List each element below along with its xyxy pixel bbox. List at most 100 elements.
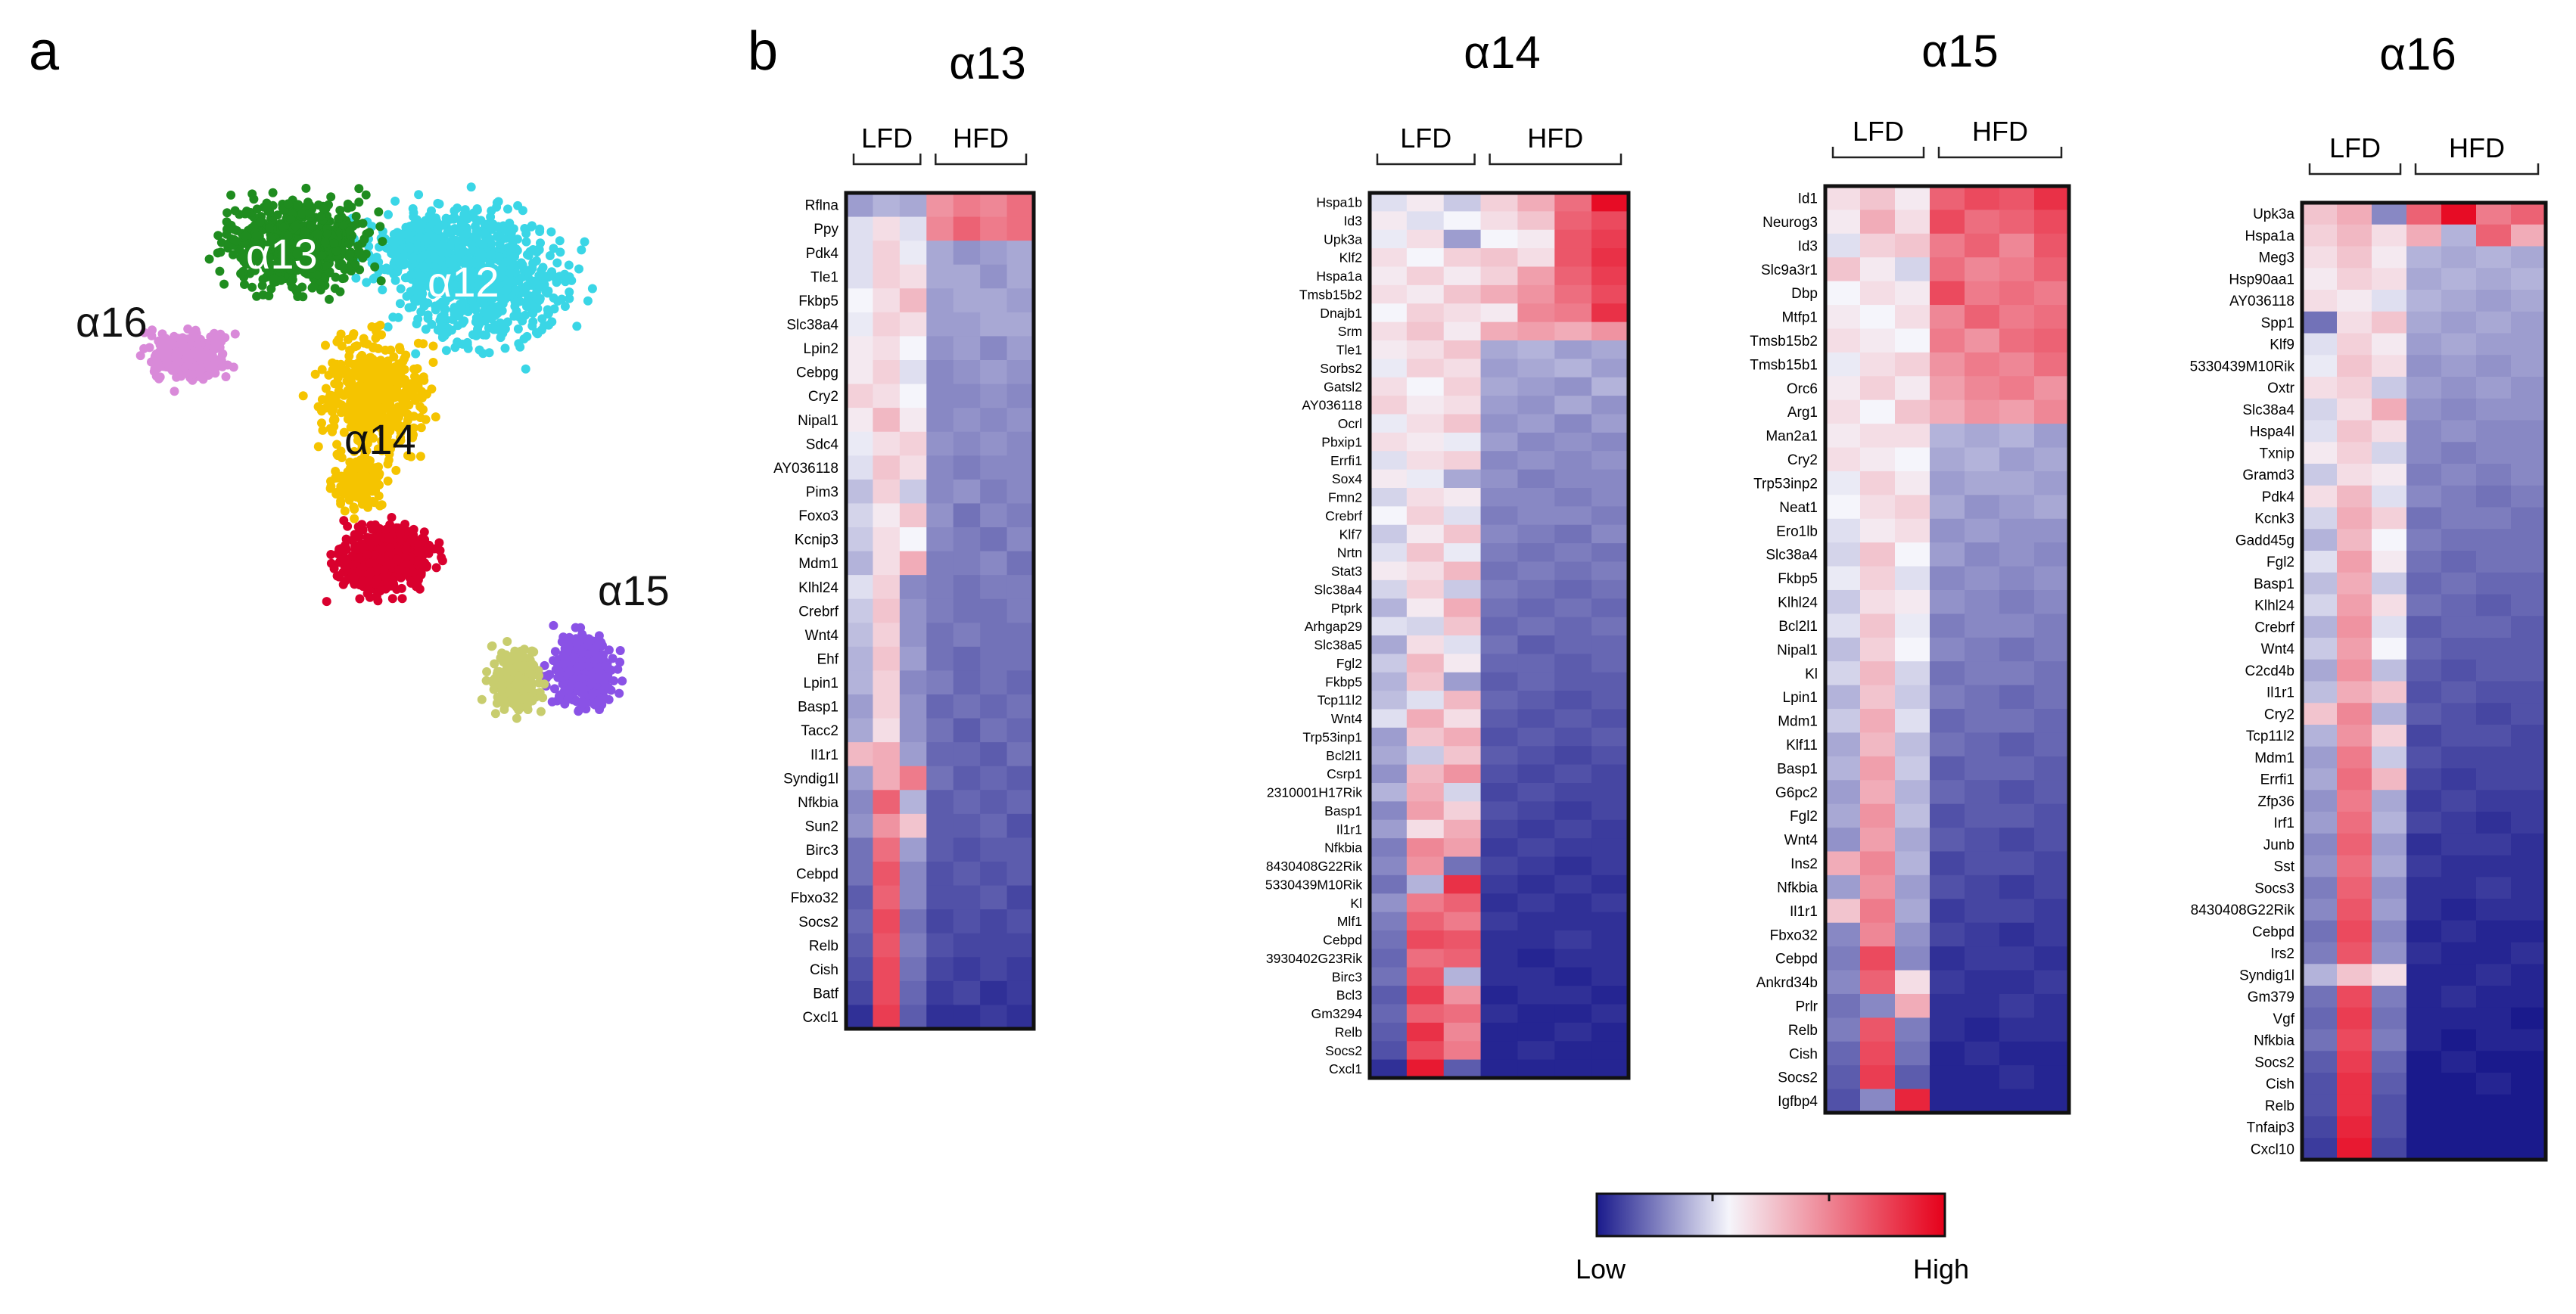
heatmap-cell xyxy=(1591,598,1629,618)
heatmap-cell xyxy=(1406,506,1445,526)
heatmap-cell xyxy=(2441,507,2477,530)
heatmap-cell xyxy=(2302,725,2338,747)
gene-label: Gadd45g xyxy=(2235,533,2294,548)
heatmap-cell xyxy=(1370,543,1408,563)
heatmap-cell xyxy=(1860,899,1896,924)
heatmap-cell xyxy=(846,336,874,361)
heatmap-cell xyxy=(2406,877,2442,899)
umap-point xyxy=(528,259,538,268)
heatmap-cell xyxy=(2476,311,2512,334)
umap-point xyxy=(545,251,555,260)
heatmap-cell xyxy=(1999,780,2035,805)
umap-point xyxy=(322,597,331,607)
heatmap-cell xyxy=(1370,856,1408,876)
heatmap-cell xyxy=(1591,801,1629,821)
heatmap-cell xyxy=(1591,783,1629,802)
umap-point xyxy=(370,520,380,530)
heatmap-cell xyxy=(1591,654,1629,673)
heatmap-cell xyxy=(1554,303,1592,323)
heatmap-cell xyxy=(1406,248,1445,268)
gene-label: Nipal1 xyxy=(1777,642,1818,658)
gene-label: AY036118 xyxy=(1302,398,1362,413)
heatmap-cell xyxy=(953,575,981,600)
heatmap-cell xyxy=(2441,485,2477,508)
heatmap-cell xyxy=(2034,542,2070,567)
heatmap-cell xyxy=(2476,1073,2512,1095)
umap-point xyxy=(394,565,403,575)
heatmap-cell xyxy=(846,623,874,648)
heatmap-cell xyxy=(926,479,954,505)
umap-point xyxy=(347,202,356,212)
umap-point xyxy=(587,284,597,294)
heatmap-cell xyxy=(1895,542,1930,567)
umap-point xyxy=(335,287,345,297)
umap-label-2: α13 xyxy=(246,230,318,278)
umap-point xyxy=(463,343,473,353)
heatmap-cell xyxy=(1895,993,1930,1018)
heatmap-cell xyxy=(2476,1138,2512,1160)
heatmap-cells xyxy=(2302,203,2546,1160)
umap-point xyxy=(241,231,250,241)
heatmap-cell xyxy=(2476,986,2512,1008)
gene-label: Socs2 xyxy=(798,915,838,930)
heatmap-cell xyxy=(1965,874,2000,899)
gene-label: Gatsl2 xyxy=(1324,379,1362,394)
umap-point xyxy=(438,220,448,230)
umap-point xyxy=(269,274,278,284)
heatmap-cell xyxy=(1406,524,1445,544)
heatmap-cell xyxy=(1895,1017,1930,1042)
heatmap-cell xyxy=(1965,281,2000,306)
heatmap-cell xyxy=(953,551,981,576)
umap-point xyxy=(608,654,618,663)
heatmap-cell xyxy=(953,241,981,266)
gene-label: Foxo3 xyxy=(798,508,838,524)
umap-point xyxy=(334,381,344,390)
umap-point xyxy=(374,207,384,217)
gene-label: 5330439M10Rik xyxy=(1265,877,1362,892)
heatmap-cell xyxy=(1443,340,1482,359)
heatmap-cell xyxy=(1930,399,1965,424)
heatmap-cell xyxy=(1554,506,1592,526)
heatmap-cell xyxy=(2034,281,2070,306)
heatmap-cell xyxy=(2034,376,2070,401)
heatmap-cell xyxy=(1965,661,2000,686)
gene-label: Cxcl1 xyxy=(802,1010,838,1026)
umap-point xyxy=(527,277,537,287)
heatmap-cell xyxy=(2441,572,2477,595)
umap-point xyxy=(257,281,267,290)
heatmap-cell xyxy=(2034,946,2070,971)
group-label: LFD xyxy=(1400,123,1451,154)
gene-label: Meg3 xyxy=(2258,250,2294,266)
heatmap-cell xyxy=(1895,376,1930,401)
heatmap-cell xyxy=(1965,803,2000,828)
umap-point xyxy=(230,329,240,339)
gene-label: Tle1 xyxy=(1336,343,1362,358)
heatmap-cell xyxy=(2476,377,2512,399)
heatmap-cell xyxy=(2406,485,2442,508)
heatmap-cell xyxy=(1554,783,1592,802)
heatmap-cell xyxy=(1591,986,1629,1005)
umap-point xyxy=(558,651,568,661)
heatmap-cell xyxy=(1480,1041,1519,1061)
heatmap-cell xyxy=(2302,464,2338,486)
umap-point xyxy=(431,305,440,315)
heatmap-cell xyxy=(1965,233,2000,258)
umap-point xyxy=(382,398,392,408)
heatmap-cell xyxy=(1965,210,2000,235)
umap-point xyxy=(521,288,530,298)
umap-point xyxy=(313,229,322,239)
heatmap-cell xyxy=(1591,211,1629,231)
heatmap-cell xyxy=(1480,801,1519,821)
heatmap-cell xyxy=(1825,922,1861,947)
heatmap-cell xyxy=(1517,524,1555,544)
heatmap-cell xyxy=(1930,424,1965,449)
heatmap-cell xyxy=(1554,469,1592,489)
gene-label: Id3 xyxy=(1798,238,1818,254)
heatmap-cell xyxy=(1443,1022,1482,1042)
heatmap-cell xyxy=(2372,442,2407,464)
heatmap-cell xyxy=(1930,780,1965,805)
heatmap-cell xyxy=(873,837,901,862)
umap-point xyxy=(401,545,411,554)
heatmap-cell xyxy=(1895,233,1930,258)
heatmap-cell xyxy=(2372,986,2407,1008)
